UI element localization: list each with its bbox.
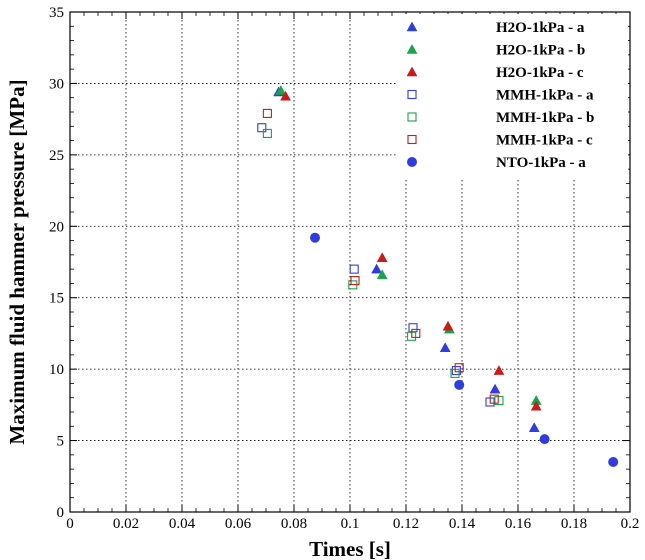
legend-marker — [406, 43, 418, 54]
x-tick-label: 0 — [66, 516, 74, 532]
legend-marker — [406, 66, 418, 77]
data-point — [451, 366, 461, 376]
x-tick-label: 0.1 — [341, 516, 360, 532]
x-tick-label: 0.16 — [505, 516, 532, 532]
data-point — [489, 394, 499, 404]
data-point — [442, 320, 454, 331]
y-tick-label: 30 — [49, 76, 64, 92]
legend-marker — [407, 112, 417, 122]
legend-marker — [407, 134, 417, 145]
y-tick-label: 0 — [57, 505, 65, 521]
x-tick-label: 0.18 — [561, 516, 587, 532]
y-tick-labels: 0 5 10 15 20 25 30 35 — [49, 5, 64, 521]
grid — [70, 12, 630, 512]
y-tick-label: 15 — [49, 291, 64, 307]
data-point — [280, 90, 292, 101]
x-tick-label: 0.12 — [393, 516, 419, 532]
legend-label: H2O-1kPa - a — [496, 20, 585, 36]
x-tick-label: 0.06 — [225, 516, 252, 532]
y-tick-label: 20 — [49, 219, 64, 235]
data-point — [439, 342, 451, 352]
data-point — [489, 383, 501, 394]
data-point — [493, 365, 505, 375]
data-point — [454, 363, 464, 373]
legend: H2O-1kPa - a H2O-1kPa - b H2O-1kPa - c MMH-… — [398, 14, 628, 180]
legend-label: MMH-1kPa - c — [496, 133, 593, 149]
legend-label: H2O-1kPa - c — [496, 65, 584, 81]
data-point — [371, 263, 383, 274]
series-group — [257, 123, 495, 407]
x-tick-labels: 0 0.02 0.04 0.06 0.08 0.1 0.12 0.14 0.16 0.18 0.2 — [66, 516, 639, 532]
legend-marker — [406, 21, 418, 32]
y-tick-label: 35 — [49, 5, 64, 21]
data-point — [530, 400, 542, 411]
data-point — [494, 396, 504, 406]
y-tick-label: 10 — [49, 362, 64, 378]
legend-background — [398, 14, 628, 180]
legend-marker — [407, 157, 417, 167]
data-point — [275, 85, 287, 95]
legend-label: MMH-1kPa - a — [496, 88, 594, 104]
x-tick-label: 0.2 — [621, 516, 640, 532]
series-group — [280, 90, 542, 411]
data-point — [454, 379, 465, 390]
axis-ticks — [69, 11, 631, 513]
series-group — [310, 232, 619, 467]
y-tick-label: 25 — [49, 148, 64, 164]
legend-label: NTO-1kPa - a — [496, 155, 586, 171]
x-tick-label: 0.14 — [449, 516, 476, 532]
data-point — [376, 252, 388, 262]
y-tick-label: 5 — [57, 434, 65, 450]
data-point — [262, 108, 272, 118]
data-point — [376, 269, 388, 280]
data-points — [257, 85, 619, 467]
x-tick-label: 0.08 — [281, 516, 307, 532]
series-group — [262, 108, 499, 404]
x-axis-label: Times [s] — [309, 537, 391, 560]
legend-label: MMH-1kPa - b — [496, 110, 594, 126]
x-tick-label: 0.04 — [169, 516, 196, 532]
data-point — [408, 323, 418, 333]
data-point — [310, 232, 320, 243]
data-point — [608, 457, 619, 467]
data-point — [257, 123, 267, 133]
x-tick-label: 0.02 — [113, 516, 139, 532]
y-axis-label: Maximum fluid hammer pressure [MPa] — [5, 79, 29, 444]
data-point — [262, 128, 272, 138]
data-point — [411, 328, 421, 338]
data-point — [528, 422, 540, 432]
data-point — [539, 434, 550, 445]
legend-marker — [407, 89, 417, 100]
data-point — [349, 264, 359, 274]
data-point — [350, 276, 360, 286]
legend-label: H2O-1kPa - b — [496, 43, 585, 59]
